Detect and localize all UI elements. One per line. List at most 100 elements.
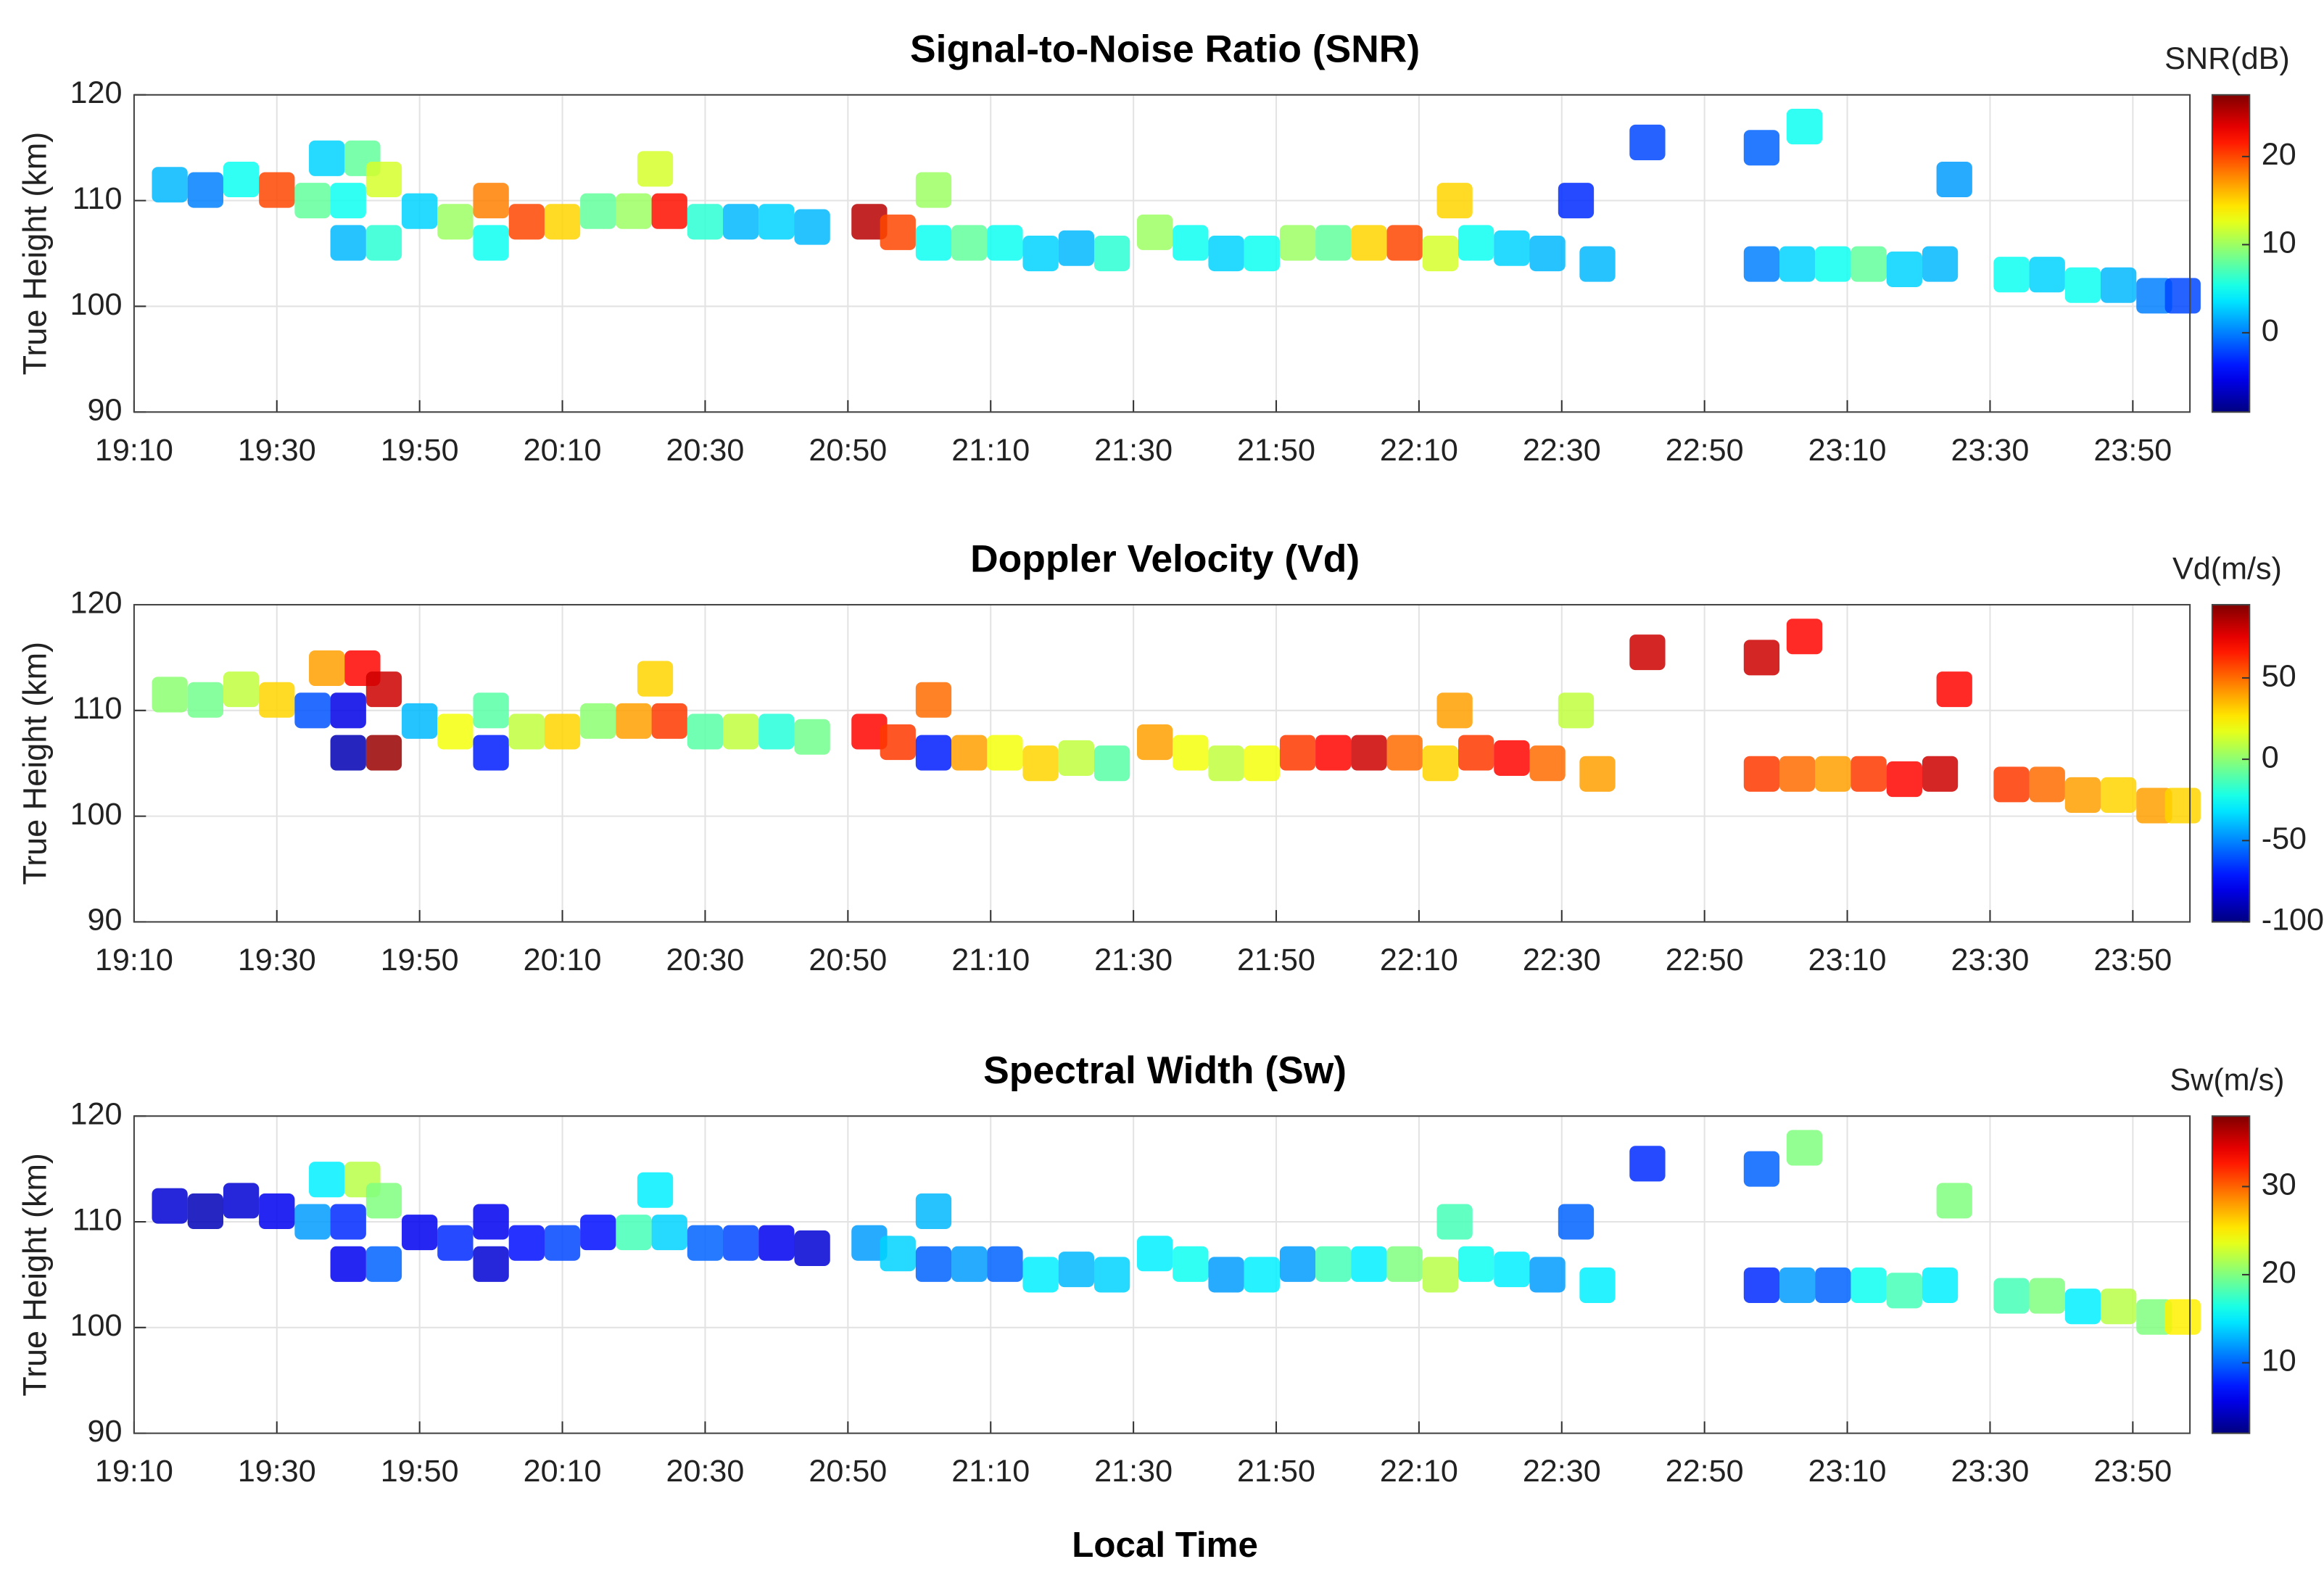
x-tick-label: 19:30 bbox=[238, 943, 316, 977]
x-tick-label: 19:10 bbox=[95, 433, 173, 468]
data-cell bbox=[951, 1246, 988, 1282]
data-cell bbox=[473, 1204, 509, 1240]
data-cell bbox=[1993, 257, 2030, 293]
data-cell bbox=[365, 225, 402, 261]
data-cell bbox=[915, 1246, 952, 1282]
y-tick-label: 90 bbox=[87, 1414, 122, 1449]
data-cell bbox=[2136, 1299, 2172, 1335]
data-cell bbox=[1743, 1267, 1780, 1304]
y-tick-label: 90 bbox=[87, 393, 122, 428]
x-tick-label: 23:50 bbox=[2093, 433, 2172, 468]
data-cell bbox=[1351, 735, 1387, 771]
x-tick-label: 23:50 bbox=[2093, 943, 2172, 977]
data-cell bbox=[1529, 236, 1566, 272]
y-tick-label: 110 bbox=[73, 1202, 123, 1237]
data-cell bbox=[1936, 1183, 1972, 1219]
data-cell bbox=[2064, 267, 2101, 303]
data-cell bbox=[2136, 787, 2172, 824]
data-cell bbox=[330, 1204, 366, 1240]
axes-frame bbox=[133, 603, 2191, 923]
data-cell bbox=[330, 735, 366, 771]
data-cell bbox=[508, 1225, 545, 1261]
x-tick-label: 22:10 bbox=[1380, 433, 1458, 468]
x-tick-label: 22:50 bbox=[1666, 433, 1744, 468]
data-cell bbox=[365, 161, 402, 198]
data-cell bbox=[1022, 745, 1059, 782]
data-cell bbox=[851, 204, 888, 240]
data-cell bbox=[987, 1246, 1023, 1282]
data-cell bbox=[1244, 1257, 1280, 1293]
data-cell bbox=[1936, 671, 1972, 708]
data-cell bbox=[1208, 1257, 1244, 1293]
y-tick-label: 100 bbox=[70, 1308, 123, 1343]
data-cell bbox=[616, 193, 652, 229]
data-cell bbox=[580, 1215, 616, 1251]
colorbar bbox=[2211, 94, 2251, 413]
data-cell bbox=[915, 1193, 952, 1229]
x-tick-label: 19:30 bbox=[238, 433, 316, 468]
data-cell bbox=[309, 1162, 345, 1198]
data-cell bbox=[2164, 1299, 2201, 1335]
data-cell bbox=[987, 735, 1023, 771]
data-cell bbox=[1173, 1246, 1209, 1282]
data-cell bbox=[1850, 246, 1887, 282]
data-cell bbox=[915, 682, 952, 718]
data-cell bbox=[1386, 225, 1423, 261]
data-cell bbox=[1093, 745, 1130, 782]
data-cell bbox=[2029, 766, 2065, 803]
colorbar bbox=[2211, 603, 2251, 923]
data-cell bbox=[2029, 257, 2065, 293]
data-cell bbox=[330, 692, 366, 729]
y-axis-label: True Height (km) bbox=[16, 132, 53, 376]
colorbar-label: Vd(m/s) bbox=[2172, 551, 2282, 586]
data-cell bbox=[1458, 735, 1494, 771]
data-cell bbox=[1173, 735, 1209, 771]
data-cell bbox=[1786, 109, 1823, 145]
data-cell bbox=[402, 1215, 438, 1251]
data-cell bbox=[880, 1236, 916, 1272]
y-tick-label: 90 bbox=[87, 903, 122, 938]
x-tick-label: 23:10 bbox=[1808, 943, 1887, 977]
data-cell bbox=[1629, 634, 1666, 671]
x-tick-label: 20:50 bbox=[809, 943, 887, 977]
data-cell bbox=[1886, 761, 1922, 798]
data-cell bbox=[365, 671, 402, 708]
data-cell bbox=[758, 714, 795, 750]
data-cell bbox=[637, 1172, 674, 1208]
data-cell bbox=[915, 172, 952, 208]
data-cell bbox=[1558, 692, 1595, 729]
chart-title: Signal-to-Noise Ratio (SNR) bbox=[910, 28, 1420, 71]
data-cell bbox=[2136, 278, 2172, 314]
colorbar-tick-label: 0 bbox=[2262, 313, 2279, 348]
data-cell bbox=[1936, 161, 1972, 198]
data-cell bbox=[1351, 225, 1387, 261]
data-cell bbox=[1779, 756, 1816, 792]
data-cell bbox=[1422, 236, 1459, 272]
data-cell bbox=[951, 225, 988, 261]
y-tick-label: 110 bbox=[73, 181, 123, 216]
colorbar-tick-label: -50 bbox=[2262, 822, 2307, 856]
x-tick-label: 21:10 bbox=[951, 433, 1030, 468]
data-cell bbox=[365, 1246, 402, 1282]
data-cell bbox=[951, 735, 988, 771]
data-cell bbox=[1494, 230, 1530, 266]
data-cell bbox=[437, 714, 474, 750]
data-cell bbox=[508, 714, 545, 750]
data-cell bbox=[1922, 246, 1959, 282]
data-cell bbox=[794, 1230, 830, 1266]
data-cell bbox=[687, 714, 724, 750]
data-cell bbox=[2029, 1278, 2065, 1314]
data-cell bbox=[1137, 1236, 1173, 1272]
data-cell bbox=[1279, 225, 1316, 261]
data-cell bbox=[187, 1193, 224, 1229]
data-cell bbox=[473, 735, 509, 771]
x-tick-label: 20:50 bbox=[809, 1454, 887, 1489]
data-cell bbox=[1436, 183, 1473, 219]
data-cell bbox=[1786, 619, 1823, 655]
data-cell bbox=[580, 703, 616, 739]
data-cell bbox=[1058, 740, 1095, 776]
data-cell bbox=[2164, 278, 2201, 314]
data-cell bbox=[1173, 225, 1209, 261]
data-cell bbox=[473, 183, 509, 219]
data-cell bbox=[152, 677, 188, 713]
